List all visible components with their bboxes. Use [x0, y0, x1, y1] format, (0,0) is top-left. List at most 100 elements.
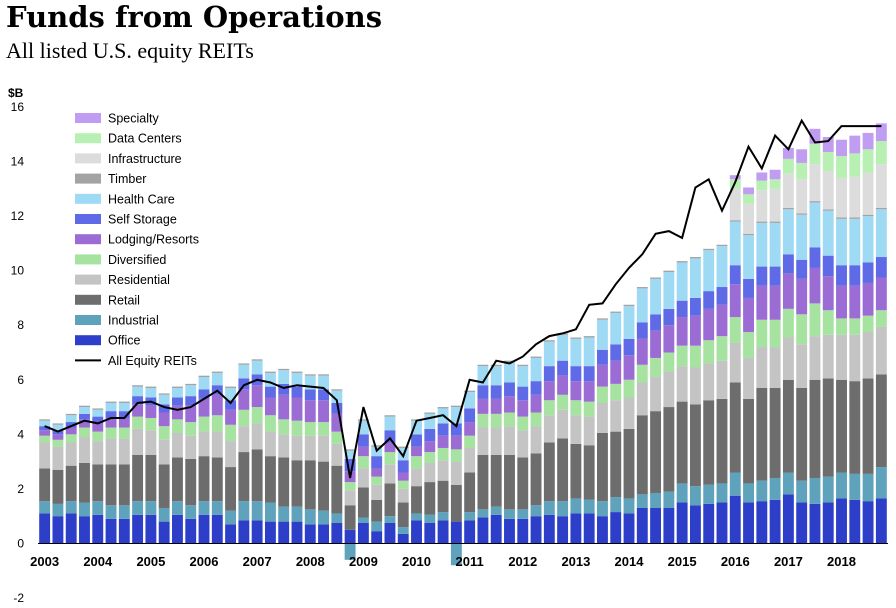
bar-segment-self-storage [158, 404, 170, 413]
bar-segment-industrial [623, 498, 635, 514]
bar-segment-timber [756, 221, 768, 223]
bar-segment-office [743, 502, 754, 544]
bar-segment-diversified [251, 407, 263, 424]
bar-segment-industrial [318, 510, 329, 525]
bar-segment-diversified [676, 345, 688, 367]
bar-segment-lodging-resorts [450, 435, 462, 450]
bar-segment-diversified [132, 416, 144, 429]
bar-segment-diversified [172, 419, 183, 433]
bar-segment-timber [158, 393, 170, 395]
bar-segment-industrial [291, 506, 303, 522]
bar-segment-retail [650, 411, 662, 493]
bar-segment-diversified [318, 422, 329, 436]
line-layer [44, 118, 882, 479]
bar-segment-timber [636, 287, 648, 289]
x-tick-label: 2012 [508, 554, 537, 569]
bar-segment-health-care [517, 366, 529, 387]
bar-segment-retail [278, 457, 290, 507]
bar-segment-office [623, 513, 635, 544]
bar-segment-office [796, 502, 808, 544]
bar-segment-residential [782, 337, 794, 380]
bar-segment-lodging-resorts [782, 273, 794, 309]
bar-segment-specialty [729, 175, 741, 180]
bar-segment-office [862, 501, 874, 544]
bar-segment-office [411, 520, 422, 544]
bar-segment-health-care [198, 377, 210, 390]
legend-label: Data Centers [108, 132, 182, 146]
bar-segment-timber [225, 386, 237, 388]
bar-segment-retail [490, 454, 502, 507]
bar-segment-office [650, 507, 662, 544]
bar-segment-lodging-resorts [211, 394, 223, 416]
bar-segment-diversified [424, 452, 436, 463]
bar-segment-office [318, 524, 329, 544]
y-tick-label: 2 [17, 482, 24, 496]
bar-segment-self-storage [729, 265, 741, 285]
x-tick-label: 2016 [721, 554, 750, 569]
bar-segment-residential [158, 439, 170, 465]
bar-segment-retail [424, 482, 436, 515]
x-tick-label: 2004 [83, 554, 113, 569]
bar-segment-diversified [331, 431, 343, 444]
bar-segment-retail [610, 431, 622, 498]
bar-segment-health-care [836, 218, 847, 266]
bar-segment-industrial [676, 483, 688, 503]
bar-segment-retail [384, 483, 396, 517]
bar-segment-retail [118, 464, 130, 506]
bar-segment-timber [769, 221, 781, 223]
bar-segment-retail [371, 499, 383, 522]
bar-segment-residential [397, 488, 409, 503]
bar-segment-office [464, 520, 476, 544]
bar-segment-lodging-resorts [92, 423, 104, 432]
bar-segment-timber [729, 220, 741, 222]
bar-segment-timber [504, 360, 515, 363]
bar-segment-lodging-resorts [238, 389, 250, 410]
bar-segment-self-storage [105, 411, 117, 418]
bar-segment-office [822, 502, 834, 544]
bar-segment-industrial [530, 505, 542, 517]
bar-segment-industrial [251, 501, 263, 521]
bar-segment-office [225, 524, 237, 544]
bar-segment-industrial [344, 543, 356, 560]
bar-segment-health-care [504, 362, 515, 383]
bar-segment-diversified [464, 435, 476, 448]
bar-segment-lodging-resorts [849, 285, 861, 319]
bar-segment-timber [291, 371, 303, 373]
chart-legend: Specialty Data Centers Infrastructure Timbe… [75, 112, 199, 368]
y-tick-label: -2 [13, 591, 24, 605]
bar-segment-lodging-resorts [118, 417, 130, 428]
bar-segment-timber [703, 248, 715, 251]
bar-segment-health-care [331, 390, 343, 403]
bar-segment-self-storage [676, 300, 688, 318]
bar-segment-industrial [583, 499, 595, 514]
y-tick-label: 14 [11, 155, 25, 169]
bar-segment-timber [79, 405, 90, 408]
bar-segment-self-storage [756, 266, 768, 286]
bar-segment-diversified [92, 431, 104, 442]
bar-segment-self-storage [65, 422, 77, 428]
legend-label: Retail [108, 293, 140, 307]
bar-segment-retail [52, 469, 64, 504]
legend-swatch [75, 234, 101, 245]
legend-swatch [75, 133, 101, 144]
bar-segment-industrial [211, 501, 223, 515]
bar-segment-retail [411, 486, 422, 514]
bar-segment-data-centers [756, 180, 768, 191]
bar-segment-office [490, 514, 502, 544]
bar-segment-self-storage [477, 385, 489, 399]
bar-segment-health-care [344, 450, 356, 459]
bar-segment-retail [318, 461, 329, 511]
bar-segment-timber [822, 209, 834, 211]
bar-segment-health-care [583, 337, 595, 367]
bar-segment-timber [251, 359, 263, 361]
bar-segment-health-care [225, 387, 237, 401]
bar-segment-office [291, 521, 303, 544]
bar-segment-office [716, 502, 728, 544]
bar-segment-diversified [397, 480, 409, 489]
bar-segment-retail [198, 456, 210, 502]
bar-segment-office [331, 522, 343, 544]
bar-segment-retail [836, 379, 847, 473]
bar-segment-office [211, 514, 223, 544]
bar-segment-timber [530, 356, 542, 358]
bar-segment-diversified [743, 332, 754, 358]
